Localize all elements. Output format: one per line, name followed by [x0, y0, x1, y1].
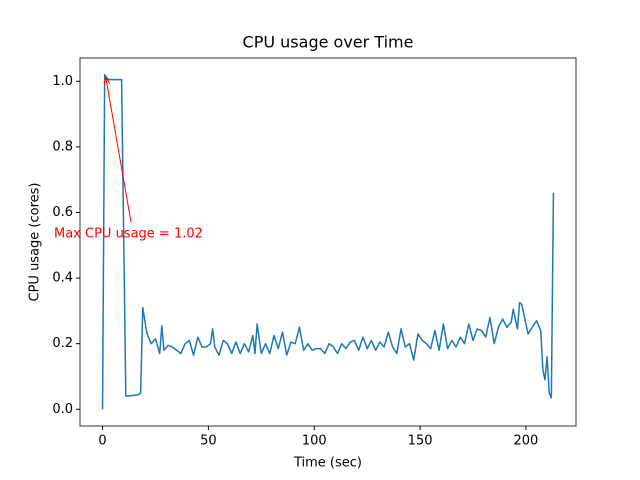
x-tick-label: 200 [514, 434, 539, 449]
y-tick-label: 0.2 [52, 336, 73, 351]
annotation-text: Max CPU usage = 1.02 [54, 227, 203, 242]
annotation-arrow [105, 76, 132, 223]
y-tick-label: 0.4 [52, 271, 73, 286]
x-tick-label: 100 [302, 434, 327, 449]
y-axis-label: CPU usage (cores) [28, 183, 43, 302]
x-tick-label: 0 [98, 434, 106, 449]
x-axis-label: Time (sec) [293, 456, 362, 471]
x-tick-label: 150 [408, 434, 433, 449]
y-tick-label: 0.6 [52, 205, 73, 220]
y-tick-label: 0.0 [52, 402, 73, 417]
data-line [101, 73, 555, 410]
chart-title: CPU usage over Time [243, 33, 414, 52]
annotation-arrowhead [103, 75, 111, 85]
y-tick-label: 1.0 [52, 74, 73, 89]
x-tick-label: 50 [200, 434, 217, 449]
y-tick-label: 0.8 [52, 139, 73, 154]
plot-frame [79, 57, 577, 427]
